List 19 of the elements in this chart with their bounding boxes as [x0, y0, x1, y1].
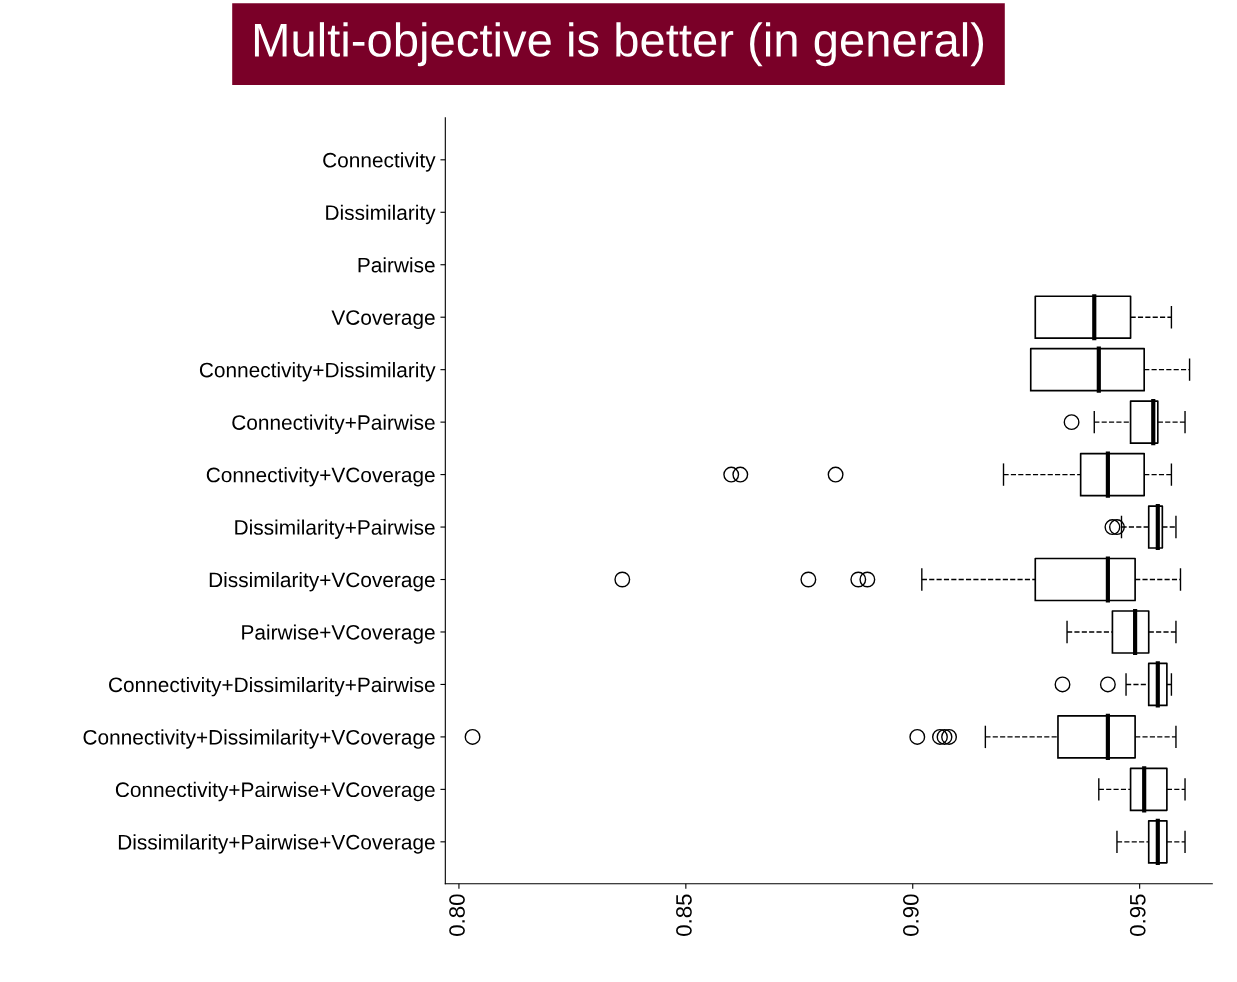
x-tick-label: 0.90 [902, 894, 919, 936]
y-tick-label: Connectivity+Dissimilarity+Pairwise [109, 676, 435, 697]
y-tick-label: Connectivity+VCoverage [206, 467, 435, 487]
y-tick-label: Dissimilarity [326, 204, 436, 225]
y-tick-label: Connectivity+Pairwise [232, 414, 435, 434]
x-tick-label: 0.95 [1129, 894, 1146, 936]
y-tick-label: Dissimilarity+Pairwise [235, 519, 435, 539]
y-tick-label: Connectivity+Pairwise+VCoverage [115, 781, 435, 802]
y-tick-label: Dissimilarity+Pairwise+VCoverage [118, 834, 435, 854]
x-tick-label: 0.80 [449, 894, 465, 936]
y-tick-label: Dissimilarity+VCoverage [209, 571, 435, 592]
y-tick-label: Connectivity+Dissimilarity [199, 362, 436, 382]
y-tick-label: VCoverage [331, 310, 435, 330]
y-tick-label: Connectivity+Dissimilarity+VCoverage [83, 729, 435, 749]
text: Multi-objective is better (in general) [254, 22, 984, 67]
y-tick-label: Pairwise [358, 257, 435, 273]
y-tick-label: Pairwise+VCoverage [242, 624, 435, 644]
y-tick-label: Connectivity [323, 152, 436, 172]
x-tick-label: 0.85 [676, 894, 692, 936]
